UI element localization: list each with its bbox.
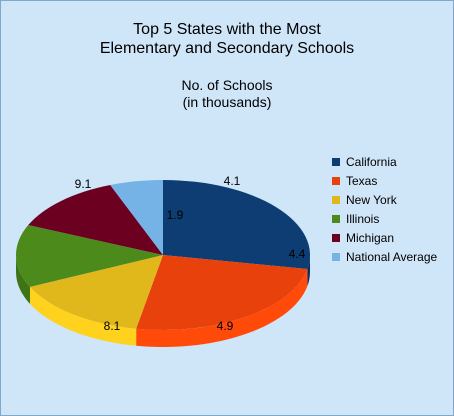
data-label-new-york: 4.9 [217,319,234,333]
chart-subtitle-line-1: No. of Schools [181,77,273,93]
data-label-texas: 8.1 [104,319,121,333]
pie-side-illinois [16,255,30,304]
legend-label: National Average [346,249,438,264]
legend-item-new-york: New York [332,190,437,209]
data-label-national-average: 1.9 [167,208,184,222]
legend-item-illinois: Illinois [332,209,437,228]
pie-side-california [307,255,310,287]
data-label-illinois: 4.4 [289,247,306,261]
legend-swatch [332,176,340,185]
legend-label: Michigan [346,230,395,245]
pie-slice-new-york [29,255,163,329]
legend-swatch [332,214,340,223]
legend-item-national-average: National Average [332,247,437,266]
data-label-michigan: 4.1 [224,174,241,188]
legend-item-california: California [332,152,437,171]
legend: California Texas New York Illinois Michi… [332,152,437,266]
pie-slice-texas [136,255,308,331]
legend-label: California [346,154,397,169]
pie-slice-california [163,179,311,270]
pie-side-walls [16,255,310,347]
legend-label: Illinois [346,211,380,226]
legend-swatch [332,195,340,204]
pie-slice-illinois [16,225,164,287]
legend-swatch [332,157,340,166]
pie-side-new-york [29,286,137,346]
data-label-california: 9.1 [75,177,92,191]
legend-label: New York [346,192,397,207]
chart-subtitle-line-2: (in thousands) [182,94,272,110]
legend-swatch [332,233,340,242]
pie-slice-michigan [28,185,164,255]
chart-title-line-2: Elementary and Secondary Schools [99,40,355,57]
pie-slice-national-average [110,180,163,255]
legend-swatch [332,252,340,261]
legend-item-texas: Texas [332,171,437,190]
chart-title-line-1: Top 5 States with the Most [133,21,321,38]
pie-top-faces [16,179,311,331]
legend-label: Texas [346,173,378,188]
legend-item-michigan: Michigan [332,228,437,247]
pie-side-texas [136,269,308,347]
